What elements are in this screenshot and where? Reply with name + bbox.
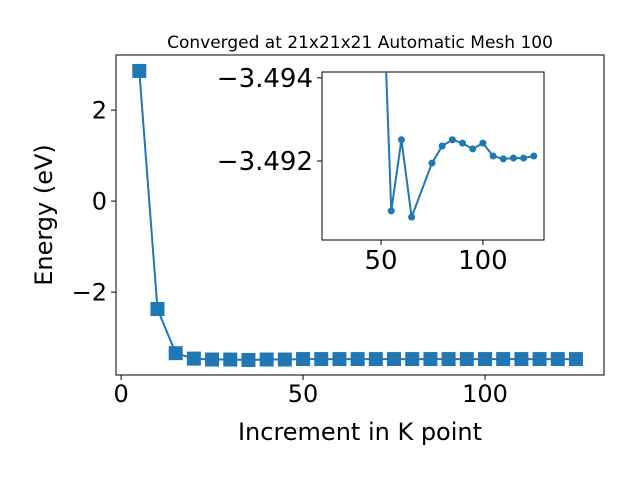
marker (132, 63, 147, 78)
marker (259, 352, 274, 367)
marker (168, 346, 183, 361)
y-tick-label: 0 (92, 188, 107, 216)
marker (314, 352, 329, 367)
plot-area (385, 72, 538, 221)
x-tick-label: 100 (458, 246, 508, 276)
marker (223, 352, 238, 367)
marker (448, 136, 456, 144)
marker (277, 352, 292, 367)
marker (150, 301, 165, 316)
y-tick-label: −2 (72, 279, 107, 307)
marker (479, 139, 487, 147)
marker (241, 352, 256, 367)
y-tick-label: −3.494 (217, 64, 313, 94)
marker (397, 136, 405, 144)
marker (550, 352, 565, 367)
marker (428, 159, 436, 167)
x-axis-label: Increment in K point (238, 418, 482, 446)
marker (408, 213, 416, 221)
marker (186, 351, 201, 366)
marker (520, 154, 528, 162)
x-tick-label: 50 (365, 246, 398, 276)
marker (532, 352, 547, 367)
marker (514, 352, 529, 367)
marker (387, 352, 402, 367)
chart-title: Converged at 21x21x21 Automatic Mesh 100 (167, 33, 553, 53)
x-tick-label: 50 (288, 380, 319, 408)
marker (499, 155, 507, 163)
y-tick-label: 2 (92, 96, 107, 124)
marker (459, 139, 467, 147)
marker (459, 352, 474, 367)
marker (509, 154, 517, 162)
marker (296, 352, 311, 367)
marker (205, 352, 220, 367)
marker (423, 352, 438, 367)
y-tick-label: −3.492 (217, 147, 313, 177)
marker (478, 352, 493, 367)
marker (350, 352, 365, 367)
x-tick-label: 0 (113, 380, 128, 408)
marker (530, 152, 538, 160)
marker (441, 352, 456, 367)
marker (568, 352, 583, 367)
x-tick-label: 100 (462, 380, 508, 408)
marker (469, 145, 477, 153)
marker (496, 352, 511, 367)
axes-frame (321, 71, 545, 241)
marker (405, 352, 420, 367)
marker (489, 152, 497, 160)
marker (368, 352, 383, 367)
y-axis-label: Energy (eV) (30, 144, 58, 286)
marker (438, 142, 446, 150)
marker (332, 352, 347, 367)
plot-area (132, 63, 583, 367)
marker (387, 207, 395, 215)
